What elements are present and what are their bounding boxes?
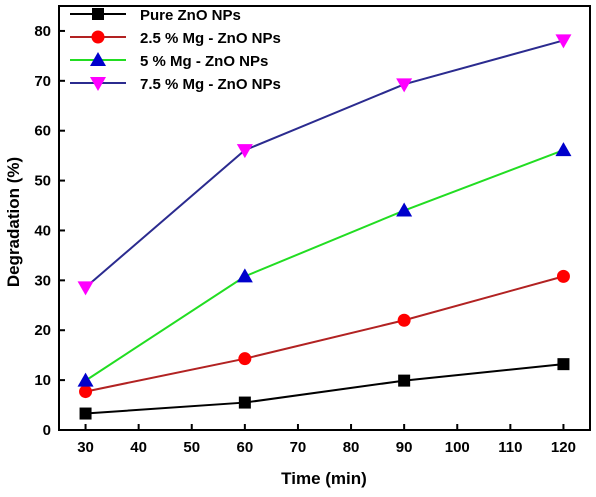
x-tick-label: 60 (237, 439, 254, 456)
axis-ticks: 30 40 50 60 70 80 90 100 110 120 0 10 20 30 40 50 60 70 80 (34, 23, 576, 456)
x-tick-label: 70 (290, 439, 307, 456)
x-tick-label: 90 (396, 439, 413, 456)
x-tick-label: 120 (551, 439, 576, 456)
series-3-point (236, 268, 253, 283)
x-tick-label: 100 (445, 439, 470, 456)
series-2-line (85, 275, 564, 393)
series-3-point (555, 142, 572, 157)
series-4-point (555, 34, 572, 49)
series-1-point (398, 374, 411, 387)
legend-swatch-marker (90, 77, 106, 91)
series-1-point (238, 396, 251, 409)
legend: Pure ZnO NPs 2.5 % Mg - ZnO NPs 5 % Mg - Z… (70, 7, 281, 93)
y-tick-label: 20 (34, 322, 51, 339)
series-1-point (557, 358, 570, 371)
legend-label: 2.5 % Mg - ZnO NPs (140, 30, 281, 47)
y-tick-label: 0 (43, 422, 51, 439)
series-1-line (85, 363, 564, 415)
series-2-point (238, 352, 252, 366)
x-tick-label: 80 (343, 439, 360, 456)
series-3-point (396, 202, 413, 217)
series-4-point (236, 144, 253, 159)
y-tick-label: 30 (34, 272, 51, 289)
series-1-point (79, 407, 92, 420)
y-tick-label: 10 (34, 372, 51, 389)
series-4-point (396, 78, 413, 93)
legend-label: 7.5 % Mg - ZnO NPs (140, 76, 281, 93)
x-tick-label: 110 (498, 439, 522, 456)
series-3-line (85, 149, 564, 382)
y-tick-label: 70 (34, 73, 51, 90)
series-2-point (397, 313, 411, 327)
y-tick-label: 80 (34, 23, 51, 40)
legend-label: Pure ZnO NPs (140, 7, 241, 24)
series-2-point (556, 269, 570, 283)
legend-swatch-marker (90, 52, 106, 66)
y-tick-label: 60 (34, 123, 51, 140)
legend-swatch-marker (91, 30, 105, 44)
series-3-point (77, 372, 94, 387)
y-tick-label: 40 (34, 222, 51, 239)
x-tick-label: 50 (183, 439, 200, 456)
series-4-point (77, 281, 94, 296)
series-2-point (79, 385, 93, 399)
y-axis-title: Degradation (%) (4, 157, 23, 287)
series-4-line (84, 39, 564, 289)
x-tick-label: 40 (130, 439, 147, 456)
x-axis-title: Time (min) (281, 469, 367, 488)
legend-swatch-marker (92, 8, 104, 20)
x-tick-label: 30 (77, 439, 94, 456)
series-layer (77, 34, 572, 420)
legend-label: 5 % Mg - ZnO NPs (140, 53, 268, 70)
y-tick-label: 50 (34, 173, 51, 190)
plot-area-frame (58, 5, 591, 431)
